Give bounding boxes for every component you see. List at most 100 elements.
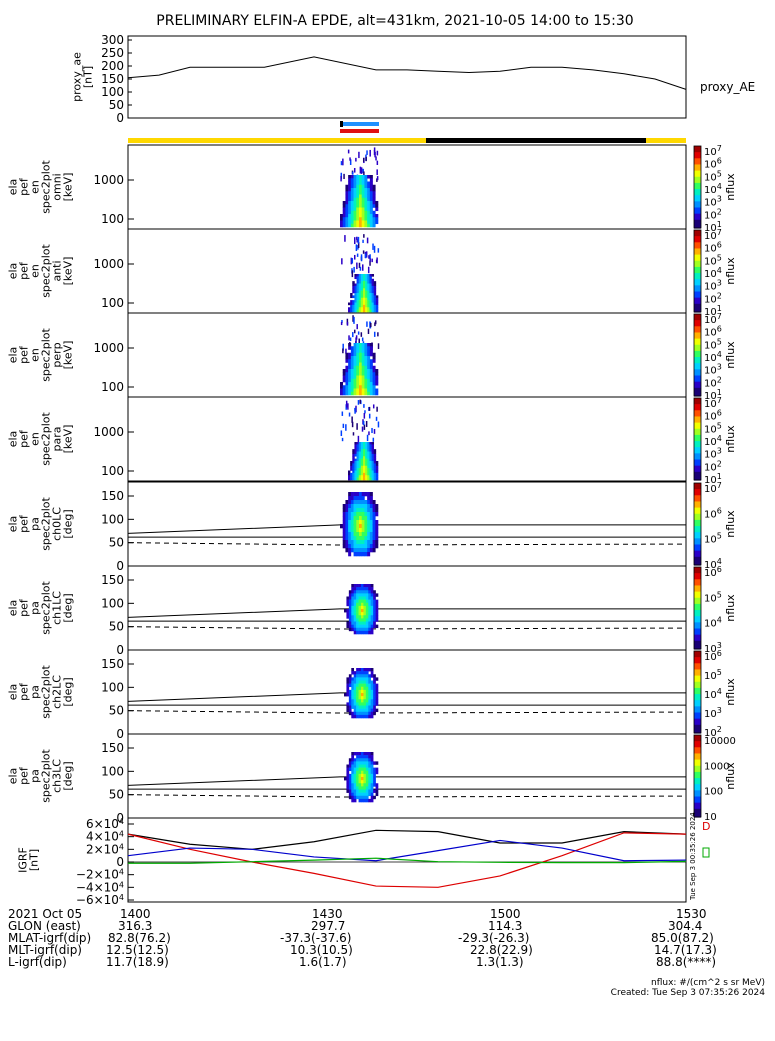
- spectrogram-cell: [363, 677, 366, 680]
- spectrogram-cell: [363, 780, 366, 783]
- colorbar: nflux: [724, 257, 737, 285]
- spectrogram-cell: [359, 343, 362, 347]
- spectrogram-cell: [359, 385, 362, 389]
- spectrogram-cell: [359, 622, 362, 625]
- spectrogram-cell: [354, 709, 357, 712]
- spectrogram-cell: [356, 363, 359, 367]
- spectrogram-cell: [373, 593, 376, 596]
- spectrogram-cell: [373, 520, 376, 524]
- spectrogram-cell: [368, 628, 371, 631]
- spectrogram-cell: [356, 195, 359, 199]
- spectrogram-cell: [357, 471, 359, 474]
- axis-label-line: [nT]: [82, 66, 95, 88]
- spectrogram-cell: [359, 540, 362, 544]
- spectrogram-cell: [367, 552, 370, 556]
- spectrogram-speckle: [376, 169, 378, 175]
- spectrogram-cell: [346, 681, 349, 684]
- spectrogram-cell: [364, 214, 367, 218]
- spectrogram-cell: [368, 768, 371, 771]
- spectrogram-speckle: [358, 331, 360, 334]
- spectrogram-cell: [374, 286, 376, 289]
- spectrogram-cell: [351, 752, 354, 755]
- spectrogram-cell: [349, 590, 352, 593]
- spectrogram-cell: [364, 372, 367, 376]
- spectrogram-cell: [359, 363, 362, 367]
- spectrogram-cell: [373, 796, 376, 799]
- spectrogram-speckle: [352, 332, 354, 337]
- spectrogram-cell: [343, 528, 346, 532]
- spectrogram-cell: [370, 524, 373, 528]
- spectrogram-cell: [366, 696, 369, 699]
- spectrogram-cell: [372, 303, 374, 306]
- spectrogram-cell: [365, 442, 367, 445]
- spectrogram-cell: [370, 520, 373, 524]
- spectrogram-cell: [351, 221, 354, 225]
- spectrogram-cell: [370, 185, 373, 189]
- spectrogram-cell: [351, 492, 354, 496]
- spectrogram-cell: [370, 496, 373, 500]
- spectrogram-cell: [370, 217, 373, 221]
- spectrogram-cell: [363, 668, 366, 671]
- spectrogram-cell: [363, 466, 365, 469]
- spectrogram-cell: [354, 293, 356, 296]
- spectrogram-cell: [361, 279, 363, 282]
- anti-loss-cone-line: [128, 543, 686, 545]
- spectrogram-cell: [359, 279, 361, 282]
- spectrogram-cell: [368, 696, 371, 699]
- spectrogram-cell: [363, 709, 366, 712]
- spectrogram-cell: [361, 765, 364, 768]
- spectrogram-cell: [362, 366, 365, 370]
- spectrogram-cell: [374, 461, 376, 464]
- spectrogram-cell: [349, 783, 352, 786]
- spectrogram-cell: [354, 768, 357, 771]
- spectrogram-cell: [368, 693, 371, 696]
- spectrogram-cell: [363, 618, 366, 621]
- spectrogram-cell: [362, 508, 365, 512]
- spectrogram-cell: [365, 274, 367, 277]
- spectrogram-cell: [369, 442, 371, 445]
- spectrogram-cell: [369, 444, 371, 447]
- spectrogram-cell: [366, 706, 369, 709]
- spectrogram-cell: [364, 366, 367, 370]
- spectrogram-cell: [376, 684, 379, 687]
- spectrogram-cell: [359, 780, 362, 783]
- spectrogram-cell: [359, 281, 361, 284]
- spectrogram-cell: [368, 786, 371, 789]
- spectrogram-cell: [359, 771, 362, 774]
- spectrogram-cell: [348, 544, 351, 548]
- spectrogram-cell: [365, 303, 367, 306]
- spectrogram-cell: [373, 771, 376, 774]
- spectrogram-cell: [354, 536, 357, 540]
- spectrogram-cell: [371, 628, 374, 631]
- spectrogram-cell: [356, 389, 359, 393]
- spectrogram-cell: [373, 600, 376, 603]
- spectrogram-cell: [357, 456, 359, 459]
- spectrogram-cell: [364, 369, 367, 373]
- spectrogram-speckle: [377, 161, 379, 165]
- spectrogram-cell: [349, 696, 352, 699]
- spectrogram-cell: [361, 291, 363, 294]
- spectrogram-cell: [359, 752, 362, 755]
- spectrogram-cell: [356, 593, 359, 596]
- y-tick-label: 150: [101, 657, 124, 671]
- spectrogram-cell: [345, 208, 348, 212]
- spectrogram-cell: [343, 372, 346, 376]
- spectrogram-cell: [348, 520, 351, 524]
- spectrogram-cell: [361, 677, 364, 680]
- spectrogram-speckle: [369, 407, 371, 411]
- spectrogram-cell: [365, 305, 367, 308]
- spectrogram-cell: [348, 343, 351, 347]
- spectrogram-cell: [364, 191, 367, 195]
- spectrogram-cell: [350, 478, 352, 481]
- spectrogram-cell: [376, 615, 379, 618]
- spectrogram-cell: [351, 191, 354, 195]
- spectrogram-cell: [363, 690, 366, 693]
- spectrogram-cell: [363, 590, 366, 593]
- spectrogram-cell: [356, 755, 359, 758]
- spectrogram-cell: [356, 631, 359, 634]
- spectrogram-cell: [372, 293, 374, 296]
- spectrogram-cell: [367, 307, 369, 310]
- spectrogram-cell: [351, 536, 354, 540]
- spectrogram-cell: [350, 475, 352, 478]
- spectrogram-cell: [374, 468, 376, 471]
